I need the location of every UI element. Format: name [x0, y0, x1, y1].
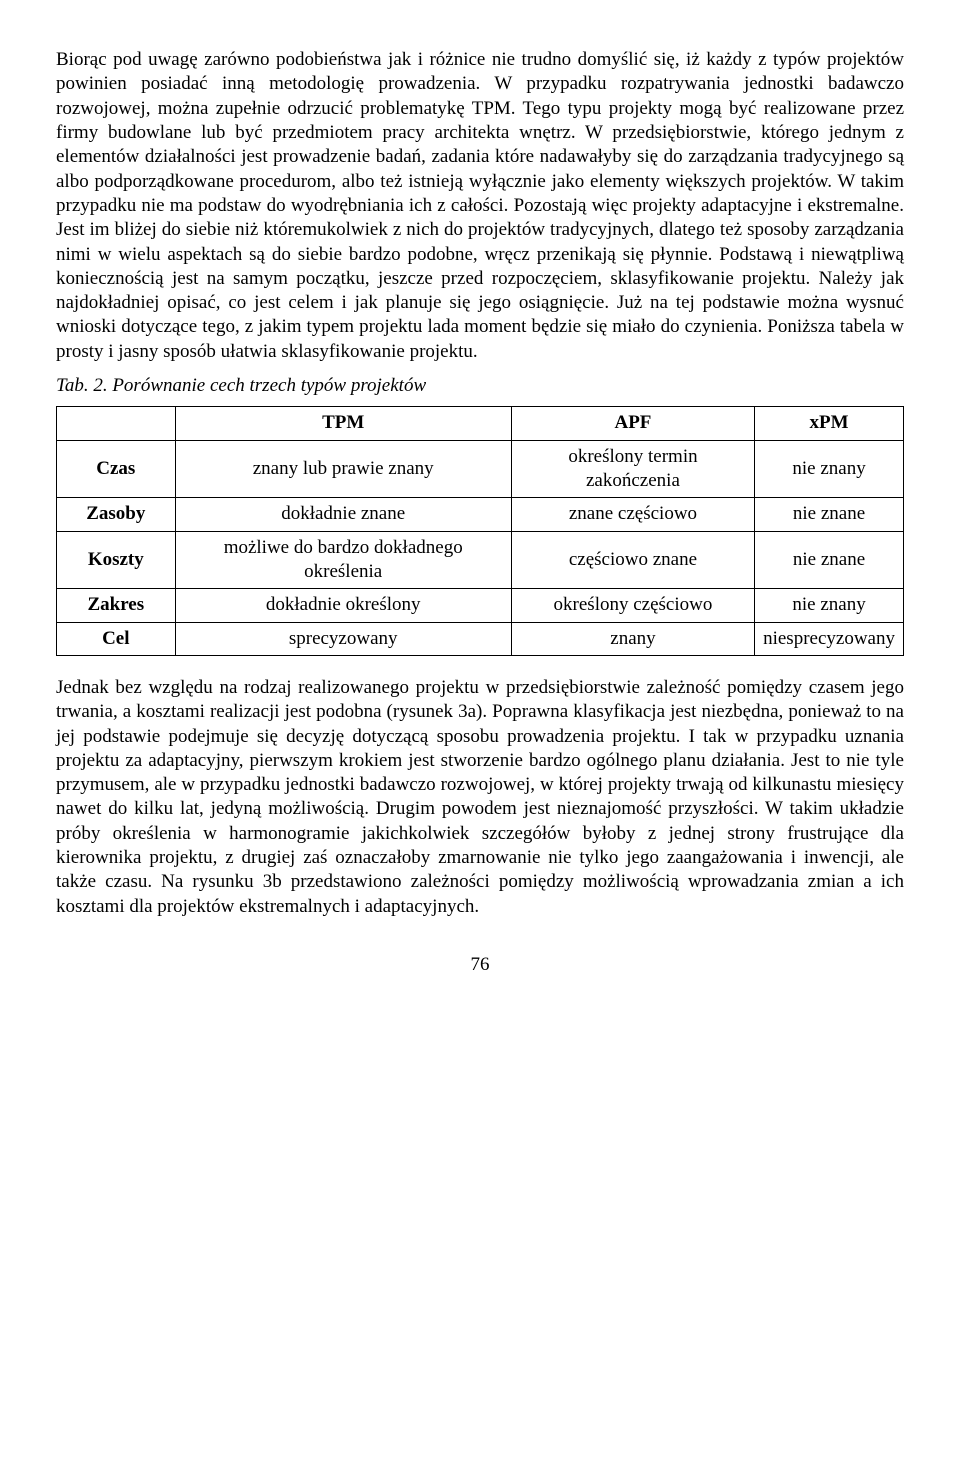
cell: niesprecyzowany [755, 622, 904, 655]
cell: możliwe do bardzo dokładnego określenia [175, 531, 511, 589]
table-row: Koszty możliwe do bardzo dokładnego okre… [57, 531, 904, 589]
cell: znany lub prawie znany [175, 440, 511, 498]
table-header-xpm: xPM [755, 407, 904, 440]
table-header-apf: APF [511, 407, 754, 440]
row-label: Cel [57, 622, 176, 655]
table-header-tpm: TPM [175, 407, 511, 440]
table-row: Czas znany lub prawie znany określony te… [57, 440, 904, 498]
cell: dokładnie określony [175, 589, 511, 622]
table-row: Cel sprecyzowany znany niesprecyzowany [57, 622, 904, 655]
cell: nie znany [755, 440, 904, 498]
cell: znany [511, 622, 754, 655]
cell: sprecyzowany [175, 622, 511, 655]
body-paragraph-2: Jednak bez względu na rodzaj realizowane… [56, 676, 904, 919]
cell: nie znany [755, 589, 904, 622]
cell: częściowo znane [511, 531, 754, 589]
cell: określony częściowo [511, 589, 754, 622]
row-label: Koszty [57, 531, 176, 589]
row-label: Zasoby [57, 498, 176, 531]
table-row: Zakres dokładnie określony określony czę… [57, 589, 904, 622]
cell: dokładnie znane [175, 498, 511, 531]
table-caption: Tab. 2. Porównanie cech trzech typów pro… [56, 374, 904, 398]
table-row: Zasoby dokładnie znane znane częściowo n… [57, 498, 904, 531]
cell: nie znane [755, 498, 904, 531]
page-number: 76 [56, 953, 904, 977]
row-label: Zakres [57, 589, 176, 622]
table-header-empty [57, 407, 176, 440]
cell: nie znane [755, 531, 904, 589]
body-paragraph-1: Biorąc pod uwagę zarówno podobieństwa ja… [56, 48, 904, 364]
cell: określony termin zakończenia [511, 440, 754, 498]
row-label: Czas [57, 440, 176, 498]
cell: znane częściowo [511, 498, 754, 531]
comparison-table: TPM APF xPM Czas znany lub prawie znany … [56, 406, 904, 656]
